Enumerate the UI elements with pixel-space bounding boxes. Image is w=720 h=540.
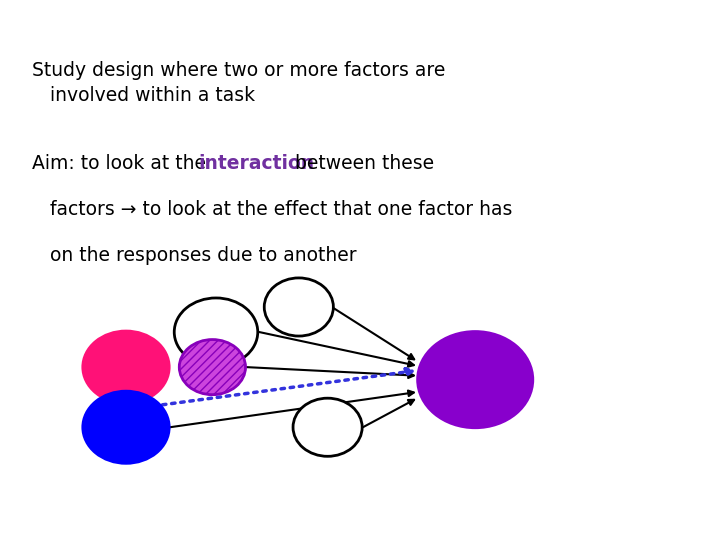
Text: Aim: to look at the: Aim: to look at the [32,154,212,173]
Ellipse shape [179,340,246,395]
Text: factors → to look at the effect that one factor has: factors → to look at the effect that one… [32,200,513,219]
Ellipse shape [174,298,258,366]
Text: between these: between these [289,154,434,173]
Ellipse shape [83,391,169,463]
Text: III. Interactions   a.  FACTORIAL  DESIGN: III. Interactions a. FACTORIAL DESIGN [173,12,547,27]
Text: Study design where two or more factors are
   involved within a task: Study design where two or more factors a… [32,62,446,105]
Ellipse shape [293,398,362,456]
Ellipse shape [83,331,169,403]
Ellipse shape [418,332,533,428]
Text: on the responses due to another: on the responses due to another [32,246,357,265]
Ellipse shape [264,278,333,336]
Text: interaction: interaction [198,154,314,173]
